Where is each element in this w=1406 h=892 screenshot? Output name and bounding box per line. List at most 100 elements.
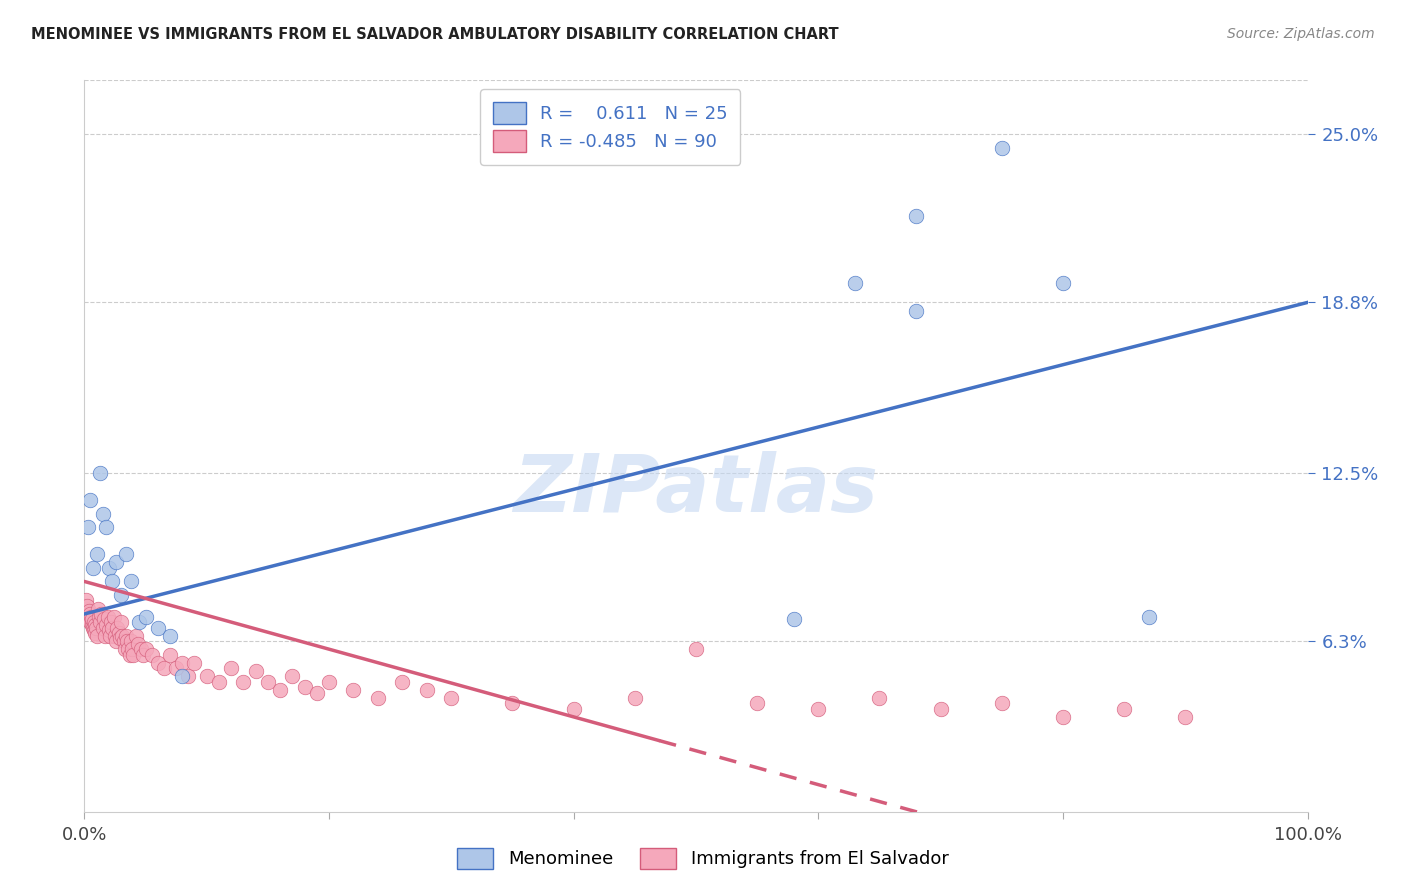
Point bbox=[685, 642, 707, 657]
Point bbox=[83, 624, 105, 638]
Point bbox=[1114, 702, 1136, 716]
Point bbox=[318, 674, 340, 689]
Point bbox=[82, 620, 104, 634]
Point bbox=[127, 637, 149, 651]
Point bbox=[82, 612, 104, 626]
Point bbox=[107, 626, 129, 640]
Point bbox=[747, 697, 769, 711]
Point bbox=[391, 674, 413, 689]
Point bbox=[112, 634, 135, 648]
Point bbox=[195, 669, 218, 683]
Point bbox=[80, 617, 103, 632]
Point bbox=[416, 682, 439, 697]
Point bbox=[502, 697, 524, 711]
Point bbox=[77, 612, 100, 626]
Point bbox=[440, 690, 463, 705]
Point bbox=[807, 702, 830, 716]
Point bbox=[172, 656, 194, 670]
Point bbox=[146, 620, 169, 634]
Point bbox=[115, 629, 138, 643]
Legend: Menominee, Immigrants from El Salvador: Menominee, Immigrants from El Salvador bbox=[450, 840, 956, 876]
Point bbox=[115, 547, 138, 561]
Point bbox=[97, 609, 120, 624]
Point bbox=[84, 620, 107, 634]
Point bbox=[305, 685, 328, 699]
Text: MENOMINEE VS IMMIGRANTS FROM EL SALVADOR AMBULATORY DISABILITY CORRELATION CHART: MENOMINEE VS IMMIGRANTS FROM EL SALVADOR… bbox=[31, 27, 838, 42]
Point bbox=[269, 682, 291, 697]
Point bbox=[991, 697, 1014, 711]
Point bbox=[111, 629, 134, 643]
Point bbox=[100, 615, 122, 629]
Point bbox=[83, 615, 105, 629]
Point bbox=[115, 634, 138, 648]
Point bbox=[94, 629, 117, 643]
Point bbox=[120, 574, 142, 589]
Point bbox=[208, 674, 231, 689]
Point bbox=[105, 634, 128, 648]
Point bbox=[183, 656, 205, 670]
Point bbox=[146, 656, 169, 670]
Point bbox=[257, 674, 280, 689]
Point bbox=[79, 493, 101, 508]
Point bbox=[97, 624, 120, 638]
Text: ZIPatlas: ZIPatlas bbox=[513, 450, 879, 529]
Point bbox=[122, 648, 145, 662]
Point bbox=[929, 702, 952, 716]
Point bbox=[783, 612, 806, 626]
Point bbox=[624, 690, 647, 705]
Point bbox=[96, 520, 118, 534]
Point bbox=[87, 601, 110, 615]
Point bbox=[91, 620, 114, 634]
Point bbox=[103, 609, 125, 624]
Text: Source: ZipAtlas.com: Source: ZipAtlas.com bbox=[1227, 27, 1375, 41]
Point bbox=[76, 599, 98, 613]
Point bbox=[108, 632, 131, 646]
Point bbox=[281, 669, 304, 683]
Point bbox=[159, 629, 181, 643]
Point bbox=[96, 617, 118, 632]
Point bbox=[1052, 277, 1074, 291]
Point bbox=[86, 629, 108, 643]
Point bbox=[135, 609, 157, 624]
Point bbox=[84, 626, 107, 640]
Point bbox=[120, 634, 142, 648]
Point bbox=[114, 642, 136, 657]
Point bbox=[159, 648, 181, 662]
Point bbox=[905, 209, 928, 223]
Point bbox=[75, 593, 97, 607]
Point bbox=[104, 629, 127, 643]
Point bbox=[869, 690, 891, 705]
Point bbox=[294, 680, 316, 694]
Point bbox=[110, 615, 132, 629]
Point bbox=[82, 561, 104, 575]
Point bbox=[76, 607, 98, 621]
Point bbox=[232, 674, 254, 689]
Point bbox=[172, 669, 194, 683]
Point bbox=[77, 520, 100, 534]
Point bbox=[562, 702, 585, 716]
Point bbox=[91, 507, 114, 521]
Point bbox=[165, 661, 187, 675]
Point bbox=[991, 141, 1014, 155]
Point bbox=[367, 690, 389, 705]
Point bbox=[77, 604, 100, 618]
Point bbox=[86, 547, 108, 561]
Point bbox=[129, 642, 152, 657]
Point bbox=[153, 661, 176, 675]
Point bbox=[1052, 710, 1074, 724]
Point bbox=[77, 609, 100, 624]
Point bbox=[97, 561, 120, 575]
Point bbox=[1137, 609, 1160, 624]
Point bbox=[105, 556, 128, 570]
Point bbox=[101, 620, 124, 634]
Point bbox=[135, 642, 157, 657]
Point bbox=[83, 617, 105, 632]
Point bbox=[90, 607, 112, 621]
Point bbox=[905, 303, 928, 318]
Point bbox=[87, 609, 110, 624]
Point bbox=[132, 648, 155, 662]
Point bbox=[219, 661, 242, 675]
Point bbox=[101, 574, 124, 589]
Point bbox=[89, 615, 111, 629]
Point bbox=[121, 642, 143, 657]
